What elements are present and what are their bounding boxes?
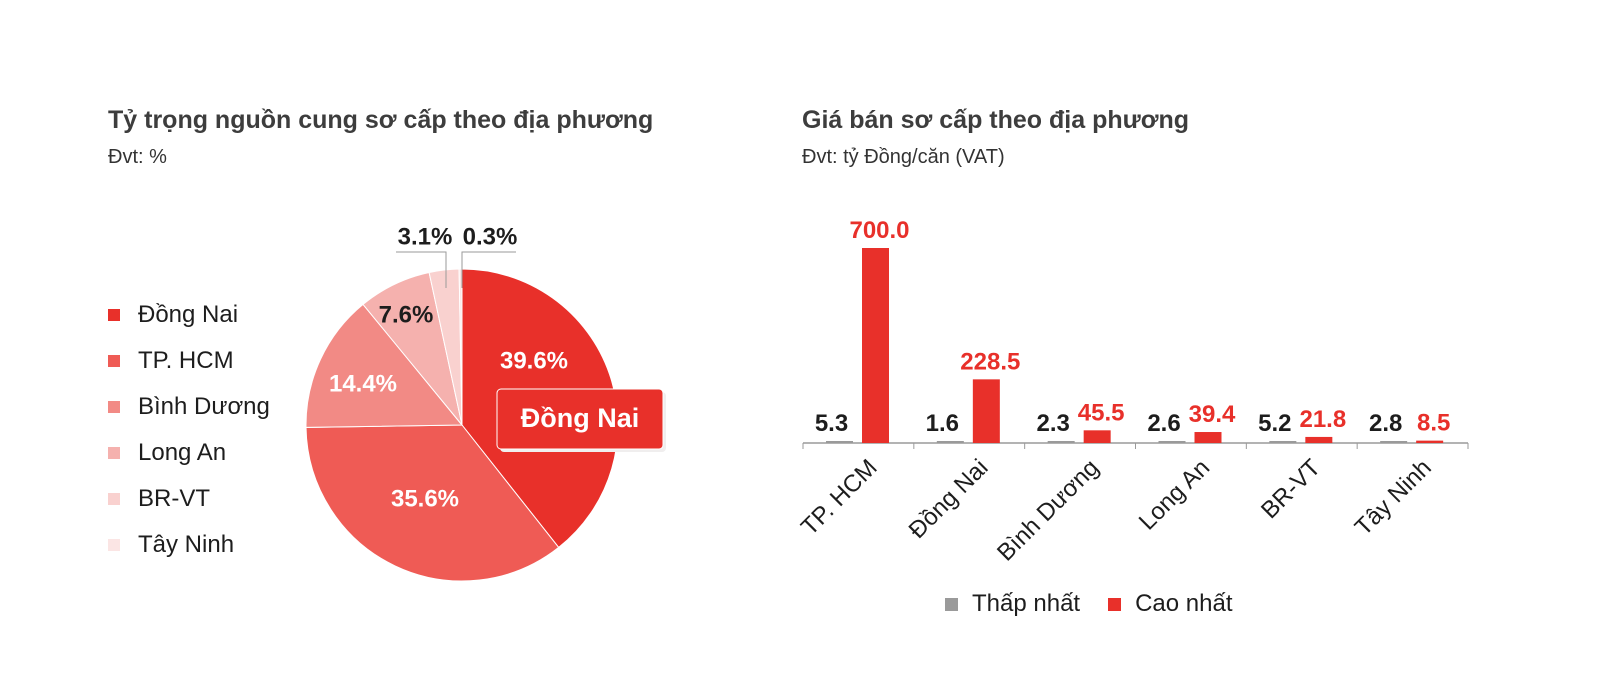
legend-swatch [108, 401, 120, 413]
bar-cao-nhat-long-an[interactable] [1194, 432, 1222, 443]
bar-cao-nhat-dong-nai[interactable] [972, 379, 1000, 443]
bar-thap-nhat-long-an[interactable] [1158, 441, 1186, 443]
legend-label: Đồng Nai [138, 301, 239, 328]
legend-label: Cao nhất [1135, 590, 1233, 617]
legend-label: BR-VT [138, 485, 210, 512]
pie-data-label-tay-ninh: 0.3% [463, 223, 518, 250]
bar-thap-nhat-br-vt[interactable] [1269, 441, 1297, 443]
pie-slice-tp-hcm[interactable] [305, 424, 560, 582]
bar-chart-title: Giá bán sơ cấp theo địa phương [802, 106, 1190, 134]
highlight-tooltip: Đồng Nai [496, 388, 666, 452]
x-tick-label-binh-duong: Bình Dương [992, 454, 1104, 566]
pie-data-label-binh-duong: 14.4% [329, 370, 397, 397]
bar-data-label-cao-nhat-dong-nai: 228.5 [960, 348, 1020, 375]
legend-label: Thấp nhất [972, 590, 1081, 617]
bar-data-label-thap-nhat-tp-hcm: 5.3 [815, 410, 848, 437]
bar-data-label-thap-nhat-dong-nai: 1.6 [926, 410, 959, 437]
tooltip-box [496, 388, 664, 450]
bar-cao-nhat-br-vt[interactable] [1305, 436, 1333, 443]
pie-legend: Đồng Nai TP. HCM Bình Dương Long An BR-V… [108, 292, 270, 568]
bar-data-label-cao-nhat-binh-duong: 45.5 [1078, 399, 1125, 426]
legend-swatch [1108, 597, 1122, 611]
x-tick-label-tp-hcm: TP. HCM [796, 454, 883, 541]
legend-item-tp-hcm[interactable]: TP. HCM [108, 338, 270, 384]
legend-swatch [108, 447, 120, 459]
legend-swatch [108, 309, 120, 321]
bar-data-label-cao-nhat-tay-ninh: 8.5 [1417, 410, 1450, 437]
bar-cao-nhat-tp-hcm[interactable] [862, 248, 889, 443]
bar-data-label-thap-nhat-binh-duong: 2.3 [1036, 410, 1069, 437]
legend-item-long-an[interactable]: Long An [108, 430, 270, 476]
bar-chart-unit: Đvt: tỷ Đồng/căn (VAT) [802, 146, 1005, 168]
x-tick-label-long-an: Long An [1134, 454, 1215, 535]
bar-legend: Thấp nhất Cao nhất [945, 590, 1261, 618]
legend-item-binh-duong[interactable]: Bình Dương [108, 384, 270, 430]
legend-swatch [108, 493, 120, 505]
pie-data-label-dong-nai: 39.6% [500, 347, 568, 374]
pie-data-label-tp-hcm: 35.6% [391, 485, 459, 512]
bar-data-label-cao-nhat-tp-hcm: 700.0 [849, 217, 909, 244]
bar-thap-nhat-binh-duong[interactable] [1047, 441, 1075, 443]
x-tick-label-dong-nai: Đồng Nai [904, 454, 994, 544]
legend-swatch [108, 355, 120, 367]
bar-thap-nhat-tp-hcm[interactable] [826, 441, 853, 443]
x-tick-label-tay-ninh: Tây Ninh [1350, 454, 1437, 541]
leader-line-br-vt [396, 251, 447, 288]
pie-data-label-long-an: 7.6% [379, 301, 434, 328]
pie-chart-unit: Đvt: % [108, 146, 167, 168]
legend-item-tay-ninh[interactable]: Tây Ninh [108, 522, 270, 568]
legend-label: Bình Dương [138, 393, 270, 420]
bar-data-label-cao-nhat-br-vt: 21.8 [1299, 406, 1346, 433]
leader-line-tay-ninh [461, 251, 516, 288]
legend-swatch [108, 539, 120, 551]
legend-swatch [945, 597, 958, 611]
legend-item-br-vt[interactable]: BR-VT [108, 476, 270, 522]
bar-thap-nhat-tay-ninh[interactable] [1380, 441, 1408, 443]
bar-data-label-thap-nhat-long-an: 2.6 [1147, 410, 1180, 437]
bar-cao-nhat-binh-duong[interactable] [1083, 430, 1111, 443]
bar-data-label-thap-nhat-br-vt: 5.2 [1258, 410, 1291, 437]
x-tick-label-br-vt: BR-VT [1256, 454, 1326, 524]
legend-label: Tây Ninh [138, 531, 235, 558]
legend-label: TP. HCM [138, 347, 234, 374]
tooltip-label: Đồng Nai [521, 403, 640, 433]
bar-data-label-cao-nhat-long-an: 39.4 [1189, 401, 1236, 428]
bar-data-label-thap-nhat-tay-ninh: 2.8 [1369, 410, 1402, 437]
legend-item-dong-nai[interactable]: Đồng Nai [108, 292, 270, 338]
legend-label: Long An [138, 439, 227, 466]
bar-cao-nhat-tay-ninh[interactable] [1416, 440, 1444, 443]
pie-chart-title: Tỷ trọng nguồn cung sơ cấp theo địa phươ… [108, 106, 654, 134]
pie-slice-binh-duong[interactable] [305, 303, 464, 428]
pie-data-label-br-vt: 3.1% [398, 223, 453, 250]
legend-item-thap-nhat[interactable]: Thấp nhất [945, 590, 1080, 618]
bar-thap-nhat-dong-nai[interactable] [936, 441, 964, 443]
legend-item-cao-nhat[interactable]: Cao nhất [1108, 590, 1233, 618]
